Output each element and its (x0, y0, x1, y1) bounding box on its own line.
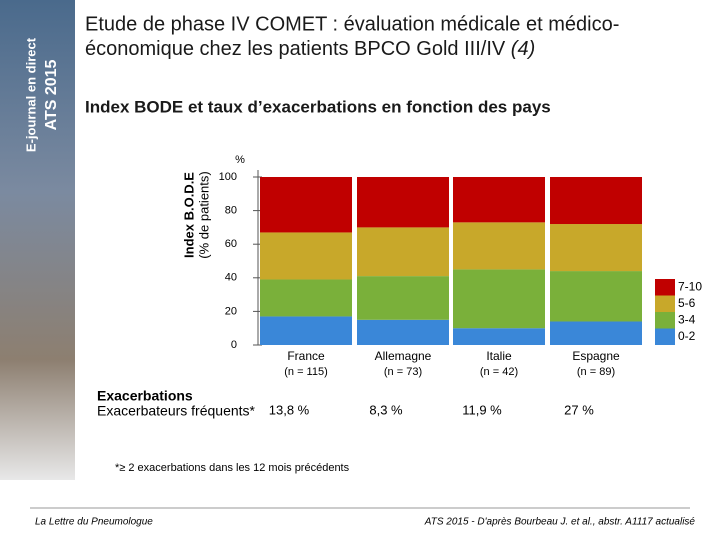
chart-title: Index BODE et taux d’exacerbations en fo… (85, 97, 551, 116)
bar-segment (357, 177, 449, 228)
y-unit: % (235, 154, 245, 166)
category-note: (n = 42) (480, 366, 518, 378)
bar-segment (260, 177, 352, 233)
bar-segment (550, 224, 642, 272)
bar-segment (453, 328, 545, 345)
bar-segment (357, 319, 449, 345)
exac-title: Exacerbations (97, 388, 193, 404)
exac-value: 11,9 % (462, 402, 502, 417)
category-note: (n = 115) (284, 366, 328, 378)
legend-label: 0-2 (678, 329, 696, 343)
legend-label: 5-6 (678, 296, 696, 310)
bar-segment (260, 232, 352, 280)
exac-value: 27 % (564, 402, 594, 417)
banner-text: ATS 2015 (43, 59, 60, 130)
bar-segment (550, 271, 642, 322)
legend-swatch (655, 312, 675, 329)
legend-swatch (655, 295, 675, 312)
x-tick-label: Espagne (572, 349, 620, 363)
bar-segment (260, 279, 352, 317)
legend-label: 3-4 (678, 312, 696, 326)
exac-value: 8,3 % (369, 402, 403, 417)
bar-segment (357, 227, 449, 277)
y-tick-label: 20 (225, 305, 237, 317)
y-tick-label: 60 (225, 238, 237, 250)
x-tick-label: Italie (486, 349, 512, 363)
exac-value: 13,8 % (269, 402, 310, 417)
y-tick-label: 80 (225, 205, 237, 217)
banner-image (0, 0, 75, 480)
banner-text: E-journal en direct (23, 37, 38, 152)
footer-left: La Lettre du Pneumologue (35, 517, 153, 528)
bar-segment (550, 321, 642, 345)
bar-segment (357, 276, 449, 320)
bar-segment (260, 316, 352, 345)
category-note: (n = 73) (384, 366, 422, 378)
footer-right: ATS 2015 - D'après Bourbeau J. et al., a… (424, 517, 696, 528)
x-tick-label: Allemagne (375, 349, 432, 363)
title-line: économique chez les patients BPCO Gold I… (85, 38, 535, 60)
bar-segment (453, 222, 545, 270)
y-tick-label: 0 (231, 339, 237, 351)
bar-segment (550, 177, 642, 225)
bar-segment (453, 269, 545, 329)
category-note: (n = 89) (577, 366, 615, 378)
legend-swatch (655, 279, 675, 296)
legend-label: 7-10 (678, 279, 702, 293)
exac-label: Exacerbateurs fréquents* (97, 403, 256, 419)
bar-segment (453, 177, 545, 223)
y-axis-label: (% de patients) (196, 171, 211, 258)
title-line: économique chez les patients BPCO Gold I… (85, 38, 506, 60)
y-axis-label: Index B.O.D.E (181, 172, 196, 258)
x-tick-label: France (287, 349, 325, 363)
title-ref: (4) (511, 38, 535, 60)
footnote: *≥ 2 exacerbations dans les 12 mois préc… (115, 462, 350, 474)
y-tick-label: 40 (225, 272, 237, 284)
y-tick-label: 100 (219, 171, 237, 183)
title-line: Etude de phase IV COMET : évaluation méd… (85, 13, 619, 35)
legend-swatch (655, 328, 675, 345)
